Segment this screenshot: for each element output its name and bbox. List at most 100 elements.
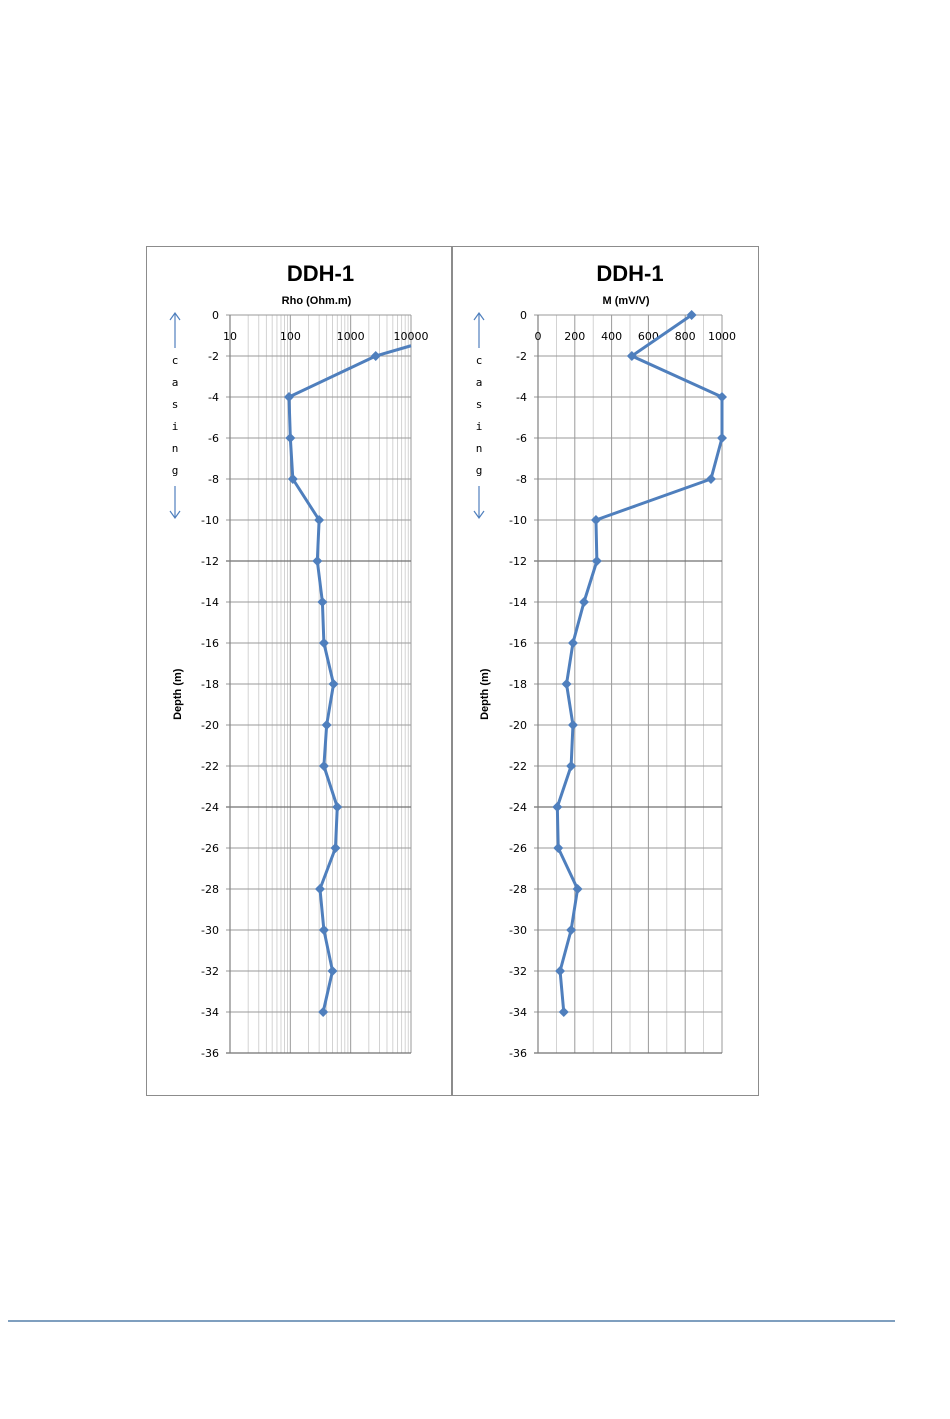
m-x-axis-label: M (mV/V) (602, 295, 649, 307)
m-data-point (566, 761, 577, 771)
rho-data-point (332, 802, 343, 812)
rho-y-tick-label: -20 (201, 719, 219, 732)
rho-data-point (314, 515, 325, 525)
rho-casing-letter: c (172, 354, 179, 367)
rho-y-axis-label: Depth (m) (172, 668, 184, 720)
rho-y-tick-label: -6 (208, 432, 219, 445)
m-casing-letter: i (476, 420, 483, 433)
m-x-tick-label: 1000 (708, 330, 736, 343)
m-casing-letter: n (476, 442, 483, 455)
rho-y-tick-label: -22 (201, 760, 219, 773)
m-y-tick-label: -8 (516, 473, 527, 486)
m-data-point (686, 310, 697, 320)
m-y-axis-label: Depth (m) (479, 668, 491, 720)
m-data-point (566, 925, 577, 935)
m-x-tick-label: 400 (601, 330, 622, 343)
rho-casing-arrowhead-down (169, 510, 181, 520)
m-data-point (705, 474, 716, 484)
m-y-tick-label: 0 (520, 309, 527, 322)
rho-y-tick-label: -30 (201, 924, 219, 937)
m-y-tick-label: -10 (509, 514, 527, 527)
rho-chart-title: DDH-1 (287, 261, 354, 286)
m-x-tick-label: 0 (535, 330, 542, 343)
rho-y-tick-label: -32 (201, 965, 219, 978)
m-y-tick-label: -22 (509, 760, 527, 773)
rho-x-tick-label: 1000 (337, 330, 365, 343)
rho-data-point (287, 474, 298, 484)
m-data-point (558, 1007, 569, 1017)
m-data-point (572, 884, 583, 894)
rho-data-point (321, 720, 332, 730)
m-casing-letter: g (476, 464, 483, 477)
rho-y-tick-label: -2 (208, 350, 219, 363)
rho-chart: DDH-1 Rho (Ohm.m) 0 -2 -4 -6 -8 -10 -12 -14 -16 -18… (169, 261, 429, 1060)
rho-y-tick-label: -26 (201, 842, 219, 855)
rho-data-point (285, 433, 296, 443)
m-casing-letter: a (476, 376, 483, 389)
m-data-point (561, 679, 572, 689)
m-chart-title: DDH-1 (596, 261, 663, 286)
m-x-tick-label: 800 (675, 330, 696, 343)
chargeability-chart: DDH-1 M (mV/V) 0 -2 -4 -6 -8 -10 -12 -14 -16 -18 -20… (473, 261, 736, 1060)
rho-casing-arrowhead-up (169, 311, 181, 321)
rho-casing-letter: a (172, 376, 179, 389)
rho-data-point (283, 392, 294, 402)
m-data-point (717, 433, 727, 443)
rho-y-tick-label: -28 (201, 883, 219, 896)
m-data-point (591, 556, 602, 566)
m-casing-arrowhead-up (473, 311, 485, 321)
rho-x-axis-label: Rho (Ohm.m) (282, 295, 352, 307)
rho-data-point (312, 556, 323, 566)
rho-y-tick-label: -36 (201, 1047, 219, 1060)
footer-rule (8, 1320, 895, 1322)
m-y-tick-label: -30 (509, 924, 527, 937)
m-y-tick-label: -18 (509, 678, 527, 691)
rho-casing-letter: s (172, 398, 179, 411)
m-y-tick-label: -6 (516, 432, 527, 445)
rho-y-tick-label: -4 (208, 391, 219, 404)
m-y-tick-label: -2 (516, 350, 527, 363)
m-y-tick-label: -16 (509, 637, 527, 650)
rho-casing-letter: n (172, 442, 179, 455)
rho-data-point (318, 925, 329, 935)
rho-data-point (327, 966, 338, 976)
rho-x-tick-label: 10 (223, 330, 237, 343)
m-data-point (567, 638, 578, 648)
m-y-tick-label: -20 (509, 719, 527, 732)
m-y-tick-label: -26 (509, 842, 527, 855)
m-y-tick-label: -12 (509, 555, 527, 568)
rho-data-point (317, 597, 328, 607)
m-x-tick-label: 200 (564, 330, 585, 343)
chargeability-chart-panel: DDH-1 M (mV/V) 0 -2 -4 -6 -8 -10 -12 -14 -16 -18 -20… (452, 246, 759, 1096)
rho-data-point (318, 638, 329, 648)
m-data-point (567, 720, 578, 730)
rho-x-tick-label: 10000 (394, 330, 429, 343)
rho-y-tick-label: -10 (201, 514, 219, 527)
m-y-tick-label: -14 (509, 596, 527, 609)
rho-casing-letter: g (172, 464, 179, 477)
m-y-tick-label: -28 (509, 883, 527, 896)
rho-data-point (314, 884, 325, 894)
rho-y-tick-label: 0 (212, 309, 219, 322)
m-casing-letter: s (476, 398, 483, 411)
rho-y-tick-label: -34 (201, 1006, 219, 1019)
rho-casing-letter: i (172, 420, 179, 433)
m-data-point (717, 392, 727, 402)
m-casing-letter: c (476, 354, 483, 367)
rho-data-point (318, 761, 329, 771)
m-data-point (590, 515, 601, 525)
rho-chart-panel: DDH-1 Rho (Ohm.m) 0 -2 -4 -6 -8 -10 -12 -14 -16 -18… (146, 246, 452, 1096)
rho-y-tick-label: -16 (201, 637, 219, 650)
m-y-tick-label: -32 (509, 965, 527, 978)
m-y-tick-label: -36 (509, 1047, 527, 1060)
m-series-line (555, 313, 724, 1013)
m-y-tick-label: -4 (516, 391, 527, 404)
m-y-tick-label: -24 (509, 801, 527, 814)
rho-x-tick-label: 100 (280, 330, 301, 343)
m-data-point (553, 843, 564, 853)
rho-y-tick-label: -12 (201, 555, 219, 568)
rho-y-tick-label: -18 (201, 678, 219, 691)
m-data-point (552, 802, 563, 812)
m-y-tick-label: -34 (509, 1006, 527, 1019)
rho-y-tick-label: -8 (208, 473, 219, 486)
